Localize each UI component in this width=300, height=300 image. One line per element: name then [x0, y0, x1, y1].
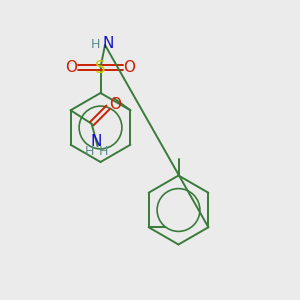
- Text: O: O: [124, 60, 136, 75]
- Text: N: N: [102, 36, 114, 51]
- Text: H: H: [91, 38, 100, 51]
- Text: O: O: [65, 60, 77, 75]
- Text: S: S: [95, 58, 106, 76]
- Text: H: H: [99, 145, 108, 158]
- Text: O: O: [109, 97, 121, 112]
- Text: H: H: [85, 145, 94, 158]
- Text: N: N: [90, 134, 102, 148]
